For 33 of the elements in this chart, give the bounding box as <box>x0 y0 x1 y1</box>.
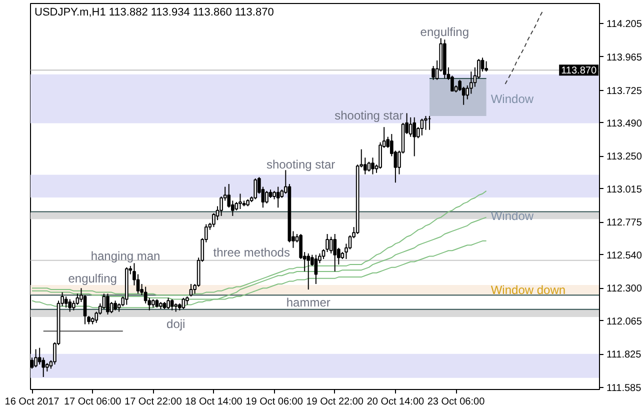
y-tick-label: 112.300 <box>606 284 642 295</box>
annotation: hanging man <box>90 248 160 263</box>
band-label: Window <box>490 92 534 106</box>
y-tick-label: 113.725 <box>606 86 642 97</box>
annotation: engulfing <box>68 271 117 286</box>
annotation: doji <box>166 317 186 332</box>
x-tick-label: 19 Oct 22:00 <box>306 396 364 408</box>
x-tick-label: 19 Oct 06:00 <box>246 396 304 408</box>
y-tick-label: 112.775 <box>606 218 642 229</box>
x-tick-label: 18 Oct 14:00 <box>185 396 243 408</box>
band-label: Window down <box>490 282 566 297</box>
x-tick-label: 17 Oct 22:00 <box>124 396 182 408</box>
y-tick-label: 113.015 <box>606 184 642 196</box>
y-tick-label: 112.065 <box>606 316 642 328</box>
annotation: hammer <box>286 296 330 310</box>
x-tick-label: 17 Oct 06:00 <box>64 396 122 408</box>
ref-line-label: 113.870 <box>561 66 597 77</box>
y-tick-label: 112.540 <box>606 250 642 262</box>
annotation: shooting star <box>266 158 336 172</box>
band-label: Window <box>490 208 534 223</box>
chart-title: USDJPY.m,H1 113.882 113.934 113.860 113.870 <box>34 6 274 18</box>
annotation: three methods <box>213 245 290 260</box>
y-tick-label: 113.490 <box>606 118 642 130</box>
y-tick-label: 113.250 <box>606 152 642 163</box>
annotation: engulfing <box>420 24 470 39</box>
y-tick-label: 113.965 <box>606 52 642 64</box>
x-tick-label: 23 Oct 06:00 <box>427 396 486 408</box>
y-tick-label: 114.205 <box>606 19 642 30</box>
annotation: shooting star <box>334 108 404 123</box>
x-tick-label: 20 Oct 14:00 <box>366 396 425 408</box>
x-tick-label: 16 Oct 2017 <box>4 396 60 408</box>
y-tick-label: 111.585 <box>606 382 642 394</box>
y-tick-label: 111.825 <box>606 350 642 361</box>
